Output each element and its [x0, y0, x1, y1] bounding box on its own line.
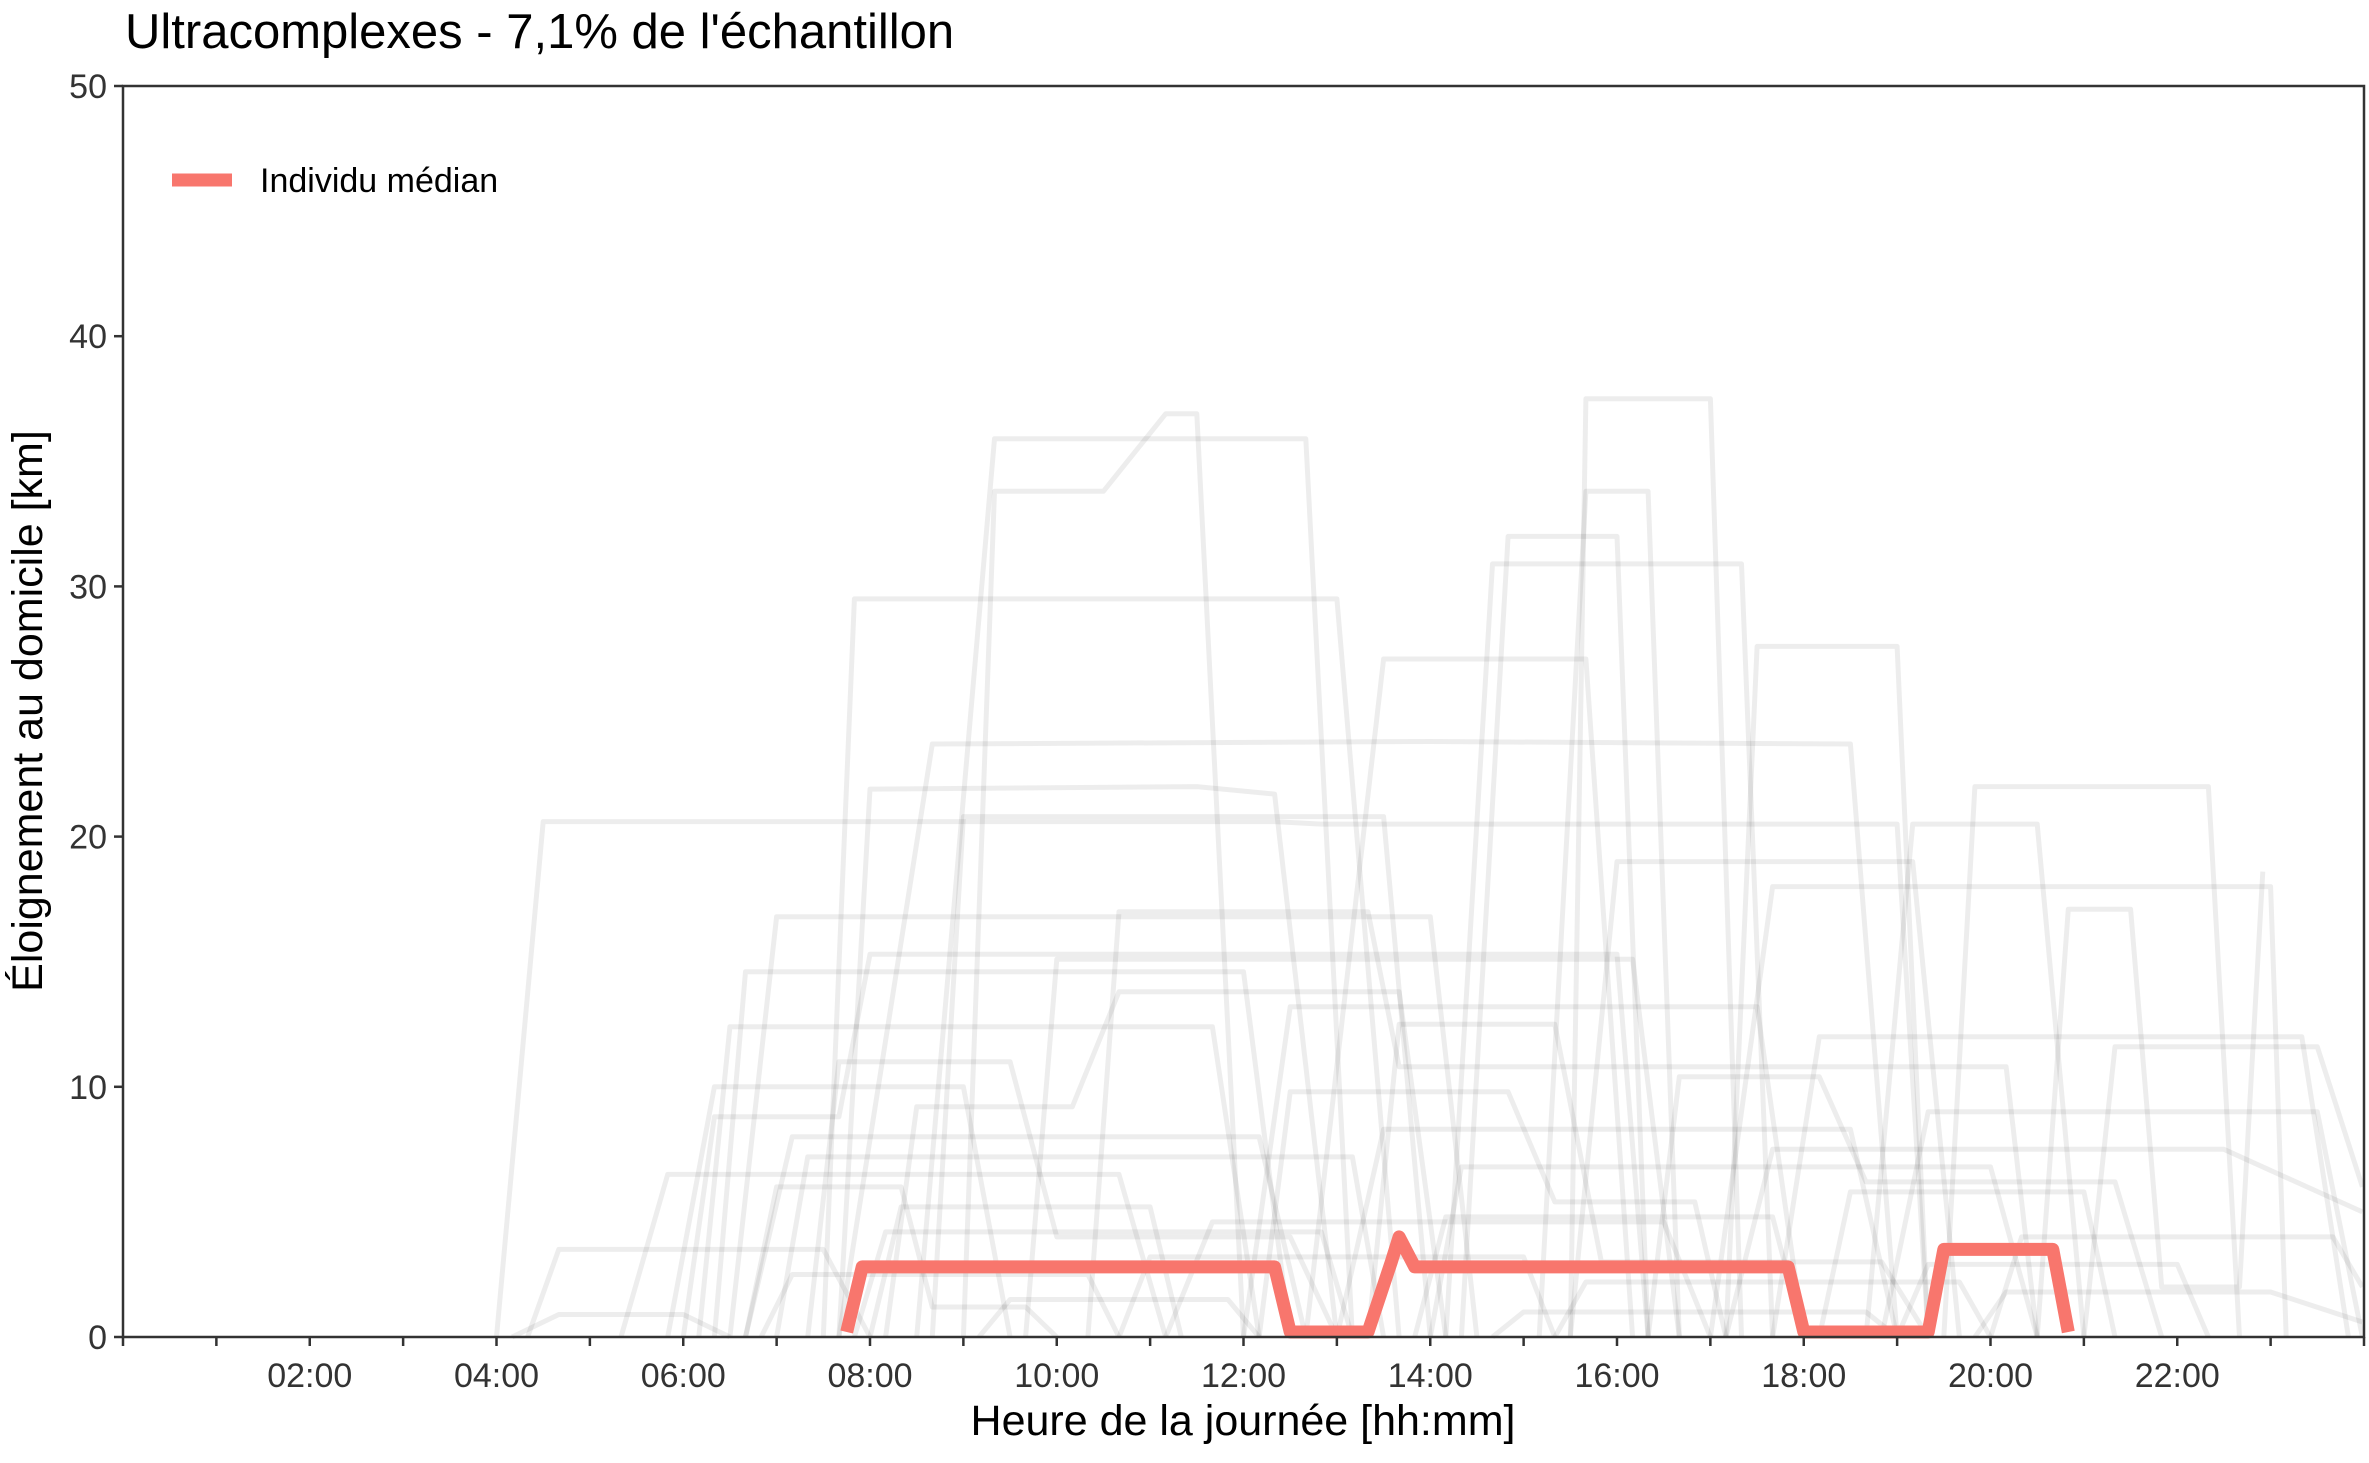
individual-line [1116, 1254, 1558, 1338]
individual-line [1163, 1219, 1713, 1338]
y-tick-label: 0 [88, 1319, 107, 1357]
individual-line [711, 969, 1293, 1338]
chart-title: Ultracomplexes - 7,1% de l'échantillon [125, 5, 954, 59]
x-axis-title: Heure de la journée [hh:mm] [971, 1397, 1516, 1445]
individual-line [696, 1024, 1262, 1338]
individual-line [774, 1154, 1387, 1338]
individual-line [1490, 1309, 1899, 1339]
x-tick-label: 16:00 [1574, 1357, 1659, 1395]
x-tick-label: 08:00 [827, 1357, 912, 1395]
individual-line [883, 989, 1449, 1338]
individual-line [1723, 643, 1931, 1338]
individual-line [1536, 488, 1682, 1338]
individual-line [758, 1272, 1122, 1339]
y-tick-label: 50 [69, 68, 107, 106]
individual-line [743, 1184, 1059, 1339]
individual-line [1567, 396, 1744, 1338]
individual-line [1443, 561, 1776, 1338]
x-tick-label: 18:00 [1761, 1357, 1846, 1395]
individual-line [1458, 533, 1651, 1338]
individual-line [1879, 1109, 2365, 1338]
individual-line [1816, 1189, 2118, 1338]
individual-line [1770, 1034, 2351, 1338]
x-tick-label: 10:00 [1014, 1357, 1099, 1395]
individual-line [805, 1059, 1340, 1339]
x-tick-label: 02:00 [267, 1357, 352, 1395]
individual-line [1303, 656, 1636, 1338]
individual-line [525, 1246, 873, 1339]
individual-line [1334, 1126, 1900, 1338]
individual-line [836, 784, 1340, 1338]
x-axis: 02:00 04:00 06:00 08:00 10:00 12:00 14:00 16:00… [121, 1337, 2366, 1395]
plot-panel [123, 86, 2364, 1337]
individual-line [929, 814, 1433, 1338]
individual-line [1645, 1074, 2165, 1338]
median-trajectory [840, 1230, 2075, 1339]
individual-line [820, 596, 1402, 1338]
individual-line [2034, 871, 2266, 1338]
individual-line [1241, 1004, 1807, 1338]
individual-line [1941, 784, 2242, 1338]
legend: Individu médian [172, 162, 498, 200]
individual-line [727, 914, 1480, 1338]
individual-line [2081, 1044, 2365, 1338]
y-tick-label: 30 [69, 568, 107, 606]
individual-line [680, 951, 1651, 1338]
individual-line [914, 436, 1355, 1338]
individual-line [1023, 956, 1682, 1338]
y-tick-label: 10 [69, 1069, 107, 1107]
individual-line [494, 819, 1931, 1338]
x-tick-label: 12:00 [1201, 1357, 1286, 1395]
individual-line [852, 1229, 1355, 1338]
individual-line [1256, 1089, 1729, 1338]
legend-label-median: Individu médian [260, 162, 498, 200]
x-tick-label: 22:00 [2135, 1357, 2220, 1395]
individual-line [1988, 1234, 2365, 1338]
y-tick-label: 40 [69, 318, 107, 356]
individual-line [1972, 1289, 2364, 1339]
individual-line [976, 1297, 1262, 1339]
x-tick-label: 06:00 [641, 1357, 726, 1395]
x-tick-label: 14:00 [1388, 1357, 1473, 1395]
individual-line [1552, 1279, 1993, 1339]
individual-line [665, 1084, 1013, 1338]
individual-line [511, 1312, 731, 1340]
y-axis: 0 10 20 30 40 50 [69, 68, 123, 1357]
individual-line [618, 1171, 1169, 1338]
individual-line [1863, 821, 2087, 1338]
individual-line [1085, 909, 2040, 1338]
individual-line [1365, 1021, 1931, 1339]
median-line [840, 1230, 2075, 1339]
individual-line [1567, 859, 1962, 1338]
y-tick-label: 20 [69, 819, 107, 857]
individual-line [960, 411, 1246, 1338]
individual-line [743, 1134, 1309, 1338]
x-tick-label: 20:00 [1948, 1357, 2033, 1395]
y-axis-title: Éloignement au domicile [km] [4, 430, 52, 992]
individual-line [836, 739, 1900, 1338]
individual-line [1707, 884, 2289, 1338]
individual-line [1723, 1146, 2364, 1338]
x-tick-label: 04:00 [454, 1357, 539, 1395]
